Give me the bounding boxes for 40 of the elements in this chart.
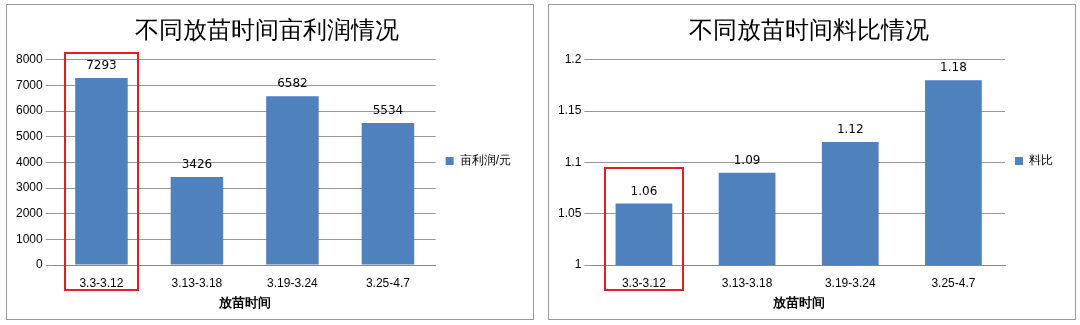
y-tick-label: 1.1 bbox=[564, 154, 582, 169]
legend-label: 亩利润/元 bbox=[459, 153, 512, 168]
legend-label: 料比 bbox=[1029, 153, 1053, 168]
y-tick-label: 3000 bbox=[15, 180, 44, 195]
x-tick-label: 3.13-3.18 bbox=[721, 275, 773, 290]
data-label: 3426 bbox=[181, 157, 213, 172]
y-tick-label: 5000 bbox=[15, 129, 44, 144]
y-tick-label: 1000 bbox=[15, 231, 44, 246]
bar bbox=[170, 177, 224, 265]
y-tick-label: 0 bbox=[36, 257, 44, 272]
bar bbox=[75, 77, 128, 265]
chart-title: 不同放苗时间料比情况 bbox=[689, 15, 929, 44]
y-tick-label: 1 bbox=[574, 257, 582, 272]
x-axis-title: 放苗时间 bbox=[217, 294, 271, 310]
data-label: 6582 bbox=[277, 76, 308, 91]
bar bbox=[361, 123, 415, 265]
x-tick-label: 3.25-4.7 bbox=[931, 275, 976, 290]
x-tick-label: 3.3-3.12 bbox=[79, 275, 124, 290]
data-label: 1.06 bbox=[630, 183, 658, 198]
chart-title: 不同放苗时间亩利润情况 bbox=[135, 15, 399, 44]
x-tick-label: 3.13-3.18 bbox=[171, 275, 223, 290]
data-label: 1.18 bbox=[940, 60, 967, 75]
x-tick-label: 3.25-4.7 bbox=[365, 275, 411, 290]
x-axis-title: 放苗时间 bbox=[771, 294, 825, 310]
data-label: 5534 bbox=[372, 103, 404, 118]
y-tick-label: 1.2 bbox=[564, 52, 582, 67]
y-tick-label: 2000 bbox=[15, 206, 44, 221]
y-tick-label: 1.05 bbox=[558, 206, 582, 221]
y-tick-label: 1.15 bbox=[558, 103, 582, 118]
x-tick-label: 3.19-3.24 bbox=[267, 275, 319, 290]
data-label: 1.09 bbox=[733, 152, 761, 167]
y-tick-label: 7000 bbox=[15, 77, 44, 92]
y-tick-label: 8000 bbox=[15, 52, 44, 67]
y-tick-label: 4000 bbox=[15, 154, 44, 169]
data-label: 1.12 bbox=[836, 122, 864, 137]
y-tick-label: 6000 bbox=[15, 103, 44, 118]
data-label: 7293 bbox=[86, 58, 117, 73]
bar bbox=[266, 96, 319, 265]
x-tick-label: 3.3-3.12 bbox=[621, 275, 667, 290]
x-tick-label: 3.19-3.24 bbox=[824, 275, 876, 290]
